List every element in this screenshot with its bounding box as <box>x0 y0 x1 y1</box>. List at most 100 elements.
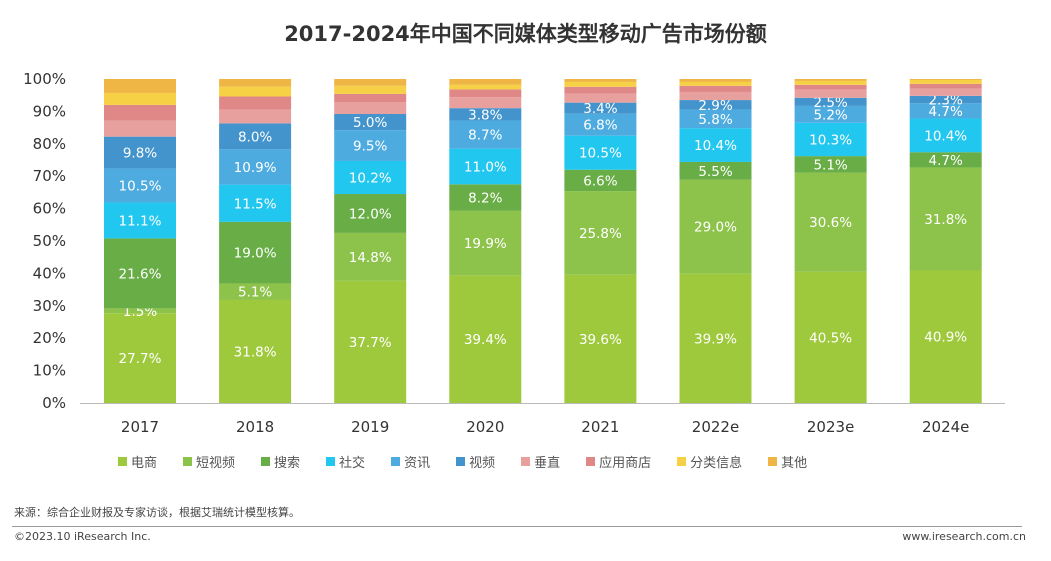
bar-segment <box>449 275 522 403</box>
bar-segment <box>334 280 407 403</box>
bar-segment <box>794 79 867 81</box>
bar-segment <box>794 271 867 403</box>
legend-label: 分类信息 <box>690 456 743 471</box>
data-label: 11.0% <box>464 159 507 175</box>
data-label: 19.9% <box>464 236 507 252</box>
bar-segment <box>449 148 522 185</box>
x-tick-label: 2023e <box>807 418 854 436</box>
y-tick-label: 80% <box>33 135 66 153</box>
data-label: 10.4% <box>694 138 737 154</box>
x-tick-label: 2022e <box>692 418 739 436</box>
x-tick-label: 2019 <box>351 418 389 436</box>
data-label: 10.4% <box>924 128 967 144</box>
bar-segment <box>909 95 982 104</box>
bar-segment <box>334 232 407 281</box>
legend-label: 搜索 <box>274 456 301 471</box>
bar-segment <box>334 130 407 161</box>
bar-segment <box>104 168 176 203</box>
bar-segment <box>104 238 176 309</box>
bar-segment <box>564 191 637 275</box>
data-label: 5.1% <box>238 285 272 301</box>
bar-segment <box>104 120 176 137</box>
data-label: 39.4% <box>464 332 507 348</box>
data-label: 10.2% <box>349 170 392 186</box>
bar-segment <box>909 79 982 84</box>
legend-swatch <box>586 457 596 466</box>
data-label: 5.5% <box>698 164 732 180</box>
data-label: 4.7% <box>929 104 963 120</box>
y-tick-label: 90% <box>33 102 66 120</box>
bar-segment <box>564 86 637 94</box>
bar-segment <box>334 160 407 195</box>
legend-swatch <box>456 457 466 466</box>
data-label: 31.8% <box>234 344 277 360</box>
x-tick-label: 2017 <box>121 418 159 436</box>
bar-segment <box>909 83 982 89</box>
bar-segment <box>334 79 407 86</box>
data-label: 14.8% <box>349 250 392 266</box>
legend-swatch <box>521 457 531 466</box>
legend-swatch <box>326 457 336 466</box>
data-label: 9.5% <box>353 139 387 155</box>
bar-segment <box>679 100 752 110</box>
data-label: 10.5% <box>119 178 162 194</box>
legend-label: 电商 <box>131 456 158 471</box>
website-link[interactable]: www.iresearch.com.cn <box>902 530 1026 543</box>
data-label: 8.0% <box>238 129 272 145</box>
bar-segment <box>449 84 522 90</box>
bar-segment <box>104 104 176 121</box>
y-tick-label: 40% <box>33 264 66 282</box>
legend-label: 垂直 <box>534 456 561 471</box>
bar-segment <box>564 135 637 170</box>
bar-segment <box>679 179 752 274</box>
legend-label: 社交 <box>339 456 366 471</box>
data-label: 21.6% <box>119 266 162 282</box>
bar-segment <box>909 270 982 403</box>
bar-segment <box>449 97 522 109</box>
stacked-bar-chart: 0%10%20%30%40%50%60%70%80%90%100%27.7%1.… <box>23 70 1005 436</box>
copyright: ©2023.10 iResearch Inc. <box>14 530 151 543</box>
bar-segment <box>794 89 867 98</box>
legend-item: 垂直 <box>521 452 560 471</box>
data-label: 5.0% <box>353 115 387 131</box>
bar-segment <box>334 113 407 131</box>
legend-item: 资讯 <box>391 452 430 471</box>
bar-segment <box>104 202 176 239</box>
legend-swatch <box>391 457 401 466</box>
legend-label: 短视频 <box>196 456 236 471</box>
bar-segment <box>449 210 522 276</box>
bar-segment <box>679 273 752 403</box>
legend-item: 应用商店 <box>586 452 651 471</box>
bar-segment <box>104 92 176 105</box>
data-label: 29.0% <box>694 220 737 236</box>
bar-segment <box>219 86 292 97</box>
data-label: 11.5% <box>234 196 277 212</box>
legend-item: 分类信息 <box>677 452 742 471</box>
divider <box>12 526 1022 527</box>
legend-label: 其他 <box>781 456 808 471</box>
legend-item: 搜索 <box>261 452 300 471</box>
bar-segment <box>219 149 292 185</box>
data-label: 39.9% <box>694 331 737 347</box>
bar-segment <box>104 79 176 93</box>
chart-title: 2017-2024年中国不同媒体类型移动广告市场份额 <box>284 22 767 46</box>
y-tick-label: 20% <box>33 329 66 347</box>
legend-label: 应用商店 <box>599 456 652 471</box>
bar-segment <box>794 80 867 85</box>
bar-segment <box>794 122 867 157</box>
bar-segment <box>679 85 752 92</box>
bar-segment <box>334 93 407 103</box>
data-label: 10.3% <box>809 132 852 148</box>
source-note: 来源：综合企业财报及专家访谈，根据艾瑞统计模型核算。 <box>14 506 300 519</box>
data-label: 10.5% <box>579 146 622 162</box>
data-label: 27.7% <box>119 351 162 367</box>
bar-segment <box>219 79 292 87</box>
bar-segment <box>794 172 867 272</box>
legend: 电商 短视频 搜索 社交 资讯 视频 垂直 应用商店 分类信息 其他 <box>118 452 833 471</box>
bar-segment <box>564 81 637 87</box>
y-tick-label: 70% <box>33 167 66 185</box>
bar-segment <box>564 274 637 403</box>
legend-item: 短视频 <box>183 452 235 471</box>
legend-swatch <box>183 457 193 466</box>
data-label: 19.0% <box>234 246 277 262</box>
